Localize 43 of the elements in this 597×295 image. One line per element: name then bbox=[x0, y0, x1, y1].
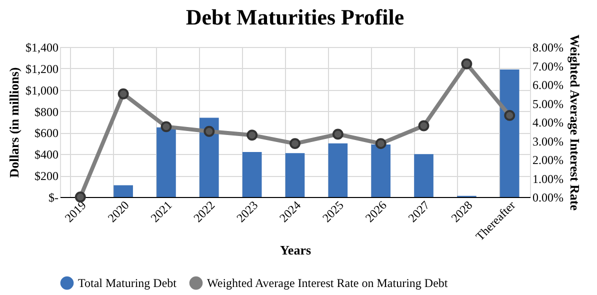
y2-tick-label: 3.00% bbox=[532, 134, 564, 148]
point bbox=[332, 128, 344, 140]
point bbox=[118, 88, 129, 100]
point bbox=[74, 192, 86, 202]
y2-tick-label: 6.00% bbox=[532, 78, 564, 92]
y-tick-label: $1,200 bbox=[26, 62, 58, 76]
y-tick-label: $- bbox=[48, 190, 58, 204]
y2-tick-label: 5.00% bbox=[532, 96, 564, 111]
y2-tick-label: 2.00% bbox=[532, 153, 564, 167]
y-tick-label: $1,400 bbox=[26, 40, 58, 54]
y-tick-label: $200 bbox=[34, 169, 58, 184]
bar bbox=[114, 185, 133, 197]
point bbox=[504, 110, 516, 121]
legend-label: Weighted Average Interest Rate on Maturing Debt bbox=[207, 276, 448, 290]
chart-title: Debt Maturities Profile bbox=[186, 4, 404, 30]
y2-tick-label: 0.00% bbox=[532, 190, 564, 204]
x-axis-title: Years bbox=[280, 242, 312, 258]
y-tick-label: $600 bbox=[34, 126, 58, 140]
y2-tick-label: 8.00% bbox=[532, 40, 564, 54]
y-tick-label: $400 bbox=[34, 148, 58, 162]
y-tick-label: $1,000 bbox=[26, 83, 58, 98]
point bbox=[160, 121, 172, 132]
bar bbox=[328, 143, 348, 197]
y2-tick-label: 4.00% bbox=[532, 116, 564, 130]
y2-axis-title: Weighted Average Interest Rate bbox=[567, 34, 582, 211]
point bbox=[418, 120, 430, 132]
bar bbox=[285, 153, 305, 197]
legend-label: Total Maturing Debt bbox=[78, 276, 178, 290]
point bbox=[375, 138, 386, 150]
y-tick-label: $800 bbox=[34, 104, 58, 119]
y-axis-title: Dollars (in millions) bbox=[6, 67, 22, 178]
point bbox=[246, 130, 258, 141]
bar bbox=[414, 154, 434, 197]
point bbox=[461, 58, 472, 70]
bar bbox=[200, 118, 219, 197]
point bbox=[204, 126, 215, 137]
y2-tick-label: 1.00% bbox=[532, 172, 564, 186]
bar bbox=[500, 70, 520, 197]
bar bbox=[371, 144, 390, 197]
point bbox=[290, 138, 300, 150]
bar bbox=[242, 152, 262, 197]
bar bbox=[156, 127, 176, 197]
y2-tick-label: 7.00% bbox=[532, 59, 564, 74]
